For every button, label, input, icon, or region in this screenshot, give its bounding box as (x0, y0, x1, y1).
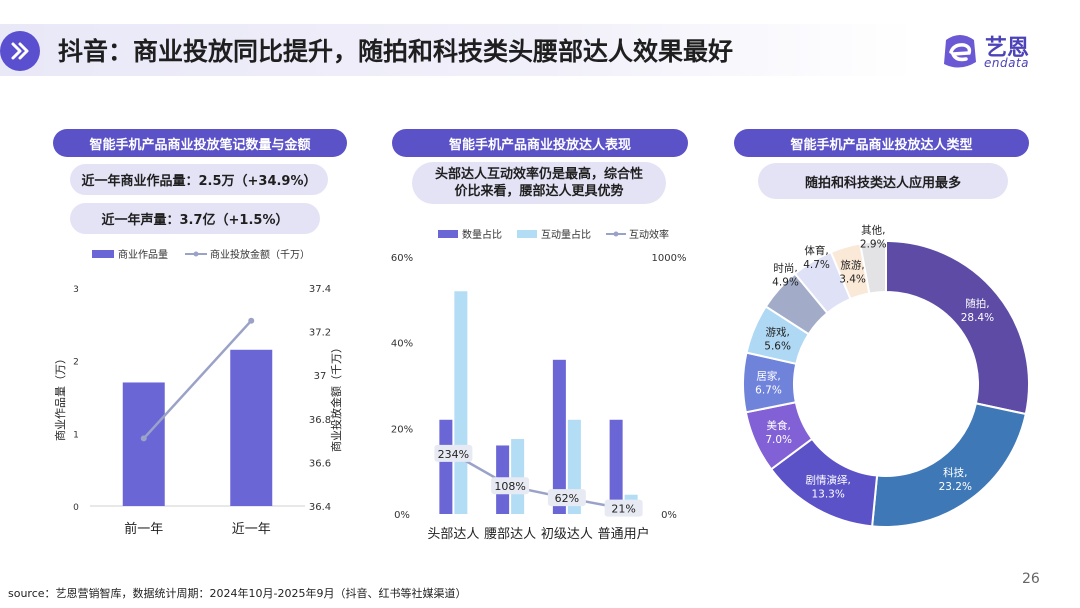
slice-label: 旅游, (840, 258, 864, 271)
legend-line-marker (193, 251, 199, 257)
spend-point-1 (248, 317, 255, 324)
y-tick-label: 0% (394, 510, 410, 521)
panel2-note-line1: 头部达人互动效率仍是最高，综合性 (434, 167, 643, 182)
bar-0 (122, 382, 165, 506)
slice-label: 科技, (943, 466, 967, 479)
y-tick-label: 1 (73, 430, 79, 440)
slice-label: 随拍, (965, 297, 989, 310)
legend-bar-label: 商业作品量 (118, 248, 168, 261)
panel3-title: 智能手机产品商业投放达人类型 (734, 129, 1029, 157)
donut-slice-1 (871, 402, 1027, 528)
brand-logo: 艺恩 endata (940, 30, 1060, 74)
slice-value-label: 6.7% (755, 385, 782, 397)
bar-1 (230, 349, 273, 506)
panel2-title: 智能手机产品商业投放达人表现 (392, 129, 688, 157)
y2-axis-title: 商业投放金额（千万） (329, 342, 343, 452)
count-bar-0 (439, 419, 453, 514)
legend-efficiency-label: 互动效率 (629, 228, 669, 241)
panel2-note-line2: 价比来看，腰部达人更具优势 (454, 184, 624, 199)
interaction-bar-1 (511, 439, 525, 514)
count-bar-3 (609, 419, 623, 514)
efficiency-label-bg (547, 489, 586, 507)
y2-tick-label: 37.2 (309, 328, 331, 339)
y-axis-title: 商业作品量（万） (53, 353, 67, 441)
y2-tick-label: 36.6 (309, 458, 331, 469)
logo-subtext: endata (984, 56, 1030, 70)
donut-slice-9 (858, 239, 887, 295)
slice-value-label: 3.4% (839, 273, 866, 285)
page-title: 抖音：商业投放同比提升，随拍和科技类头腰部达人效果最好 (58, 37, 734, 66)
efficiency-label-bg (491, 477, 530, 495)
legend-line-label: 商业投放金额（千万） (210, 248, 310, 261)
slice-label: 游戏, (765, 326, 789, 339)
y2-tick-label: 37 (314, 371, 327, 382)
y2-tick-label: 36.8 (309, 415, 331, 426)
efficiency-data-label: 21% (611, 503, 635, 516)
y-tick-label: 0 (73, 503, 79, 513)
double-chevron-right-icon (0, 31, 40, 71)
page-number: 26 (1022, 571, 1040, 587)
legend-count-label: 数量占比 (462, 228, 502, 241)
efficiency-data-label: 62% (555, 492, 579, 505)
slice-label: 美食, (766, 419, 790, 432)
category-label: 初级达人 (541, 527, 593, 542)
y2-tick-label: 37.4 (309, 284, 331, 295)
y-tick-label: 3 (73, 285, 79, 295)
spend-line (142, 319, 253, 440)
panel3-note: 随拍和科技类达人应用最多 (758, 163, 1008, 199)
y2-tick-label: 0% (661, 510, 677, 521)
efficiency-line (452, 452, 624, 510)
logo-mark-icon (944, 35, 976, 68)
category-label: 头部达人 (427, 527, 479, 542)
spend-point-0 (140, 435, 147, 442)
y-tick-label: 60% (391, 253, 413, 264)
slice-label: 体育, (804, 244, 828, 257)
efficiency-data-label: 108% (494, 480, 525, 493)
slice-label: 居家, (756, 370, 780, 383)
category-label: 近一年 (232, 522, 271, 537)
y-tick-label: 2 (73, 358, 79, 368)
slice-label: 剧情演绎, (805, 473, 850, 486)
legend-efficiency-marker (613, 231, 619, 237)
slice-label: 时尚, (773, 262, 797, 275)
legend-bar-swatch (92, 250, 114, 258)
efficiency-data-label: 234% (438, 448, 469, 461)
efficiency-label-bg (434, 444, 473, 462)
footer-source: source：艺恩营销智库，数据统计周期：2024年10月-2025年9月（抖音… (8, 587, 467, 600)
category-label: 前一年 (124, 521, 163, 537)
slice-label: 其他, (861, 223, 885, 236)
works-and-spend-chart: 商业作品量 商业投放金额（千万）012336.436.636.83737.237.… (53, 248, 343, 537)
slice-value-label: 13.3% (811, 488, 844, 500)
donut-slice-0 (885, 239, 1030, 416)
panel1-stat-works: 近一年商业作品量：2.5万（+34.9%） (70, 164, 328, 195)
category-label: 腰部达人 (484, 527, 536, 542)
panel1-stat-volume: 近一年声量：3.7亿（+1.5%） (70, 203, 320, 234)
panel1-title: 智能手机产品商业投放笔记数量与金额 (53, 129, 347, 157)
header-bar (0, 24, 915, 76)
legend-interaction-swatch (517, 230, 537, 238)
category-label: 普通用户 (598, 526, 650, 542)
count-bar-2 (552, 359, 566, 514)
panel2-note: 头部达人互动效率仍是最高，综合性 价比来看，腰部达人更具优势 (412, 162, 666, 204)
slice-value-label: 5.6% (764, 341, 791, 353)
y-tick-label: 40% (391, 339, 413, 350)
y2-tick-label: 1000% (652, 253, 687, 264)
creator-performance-chart: 数量占比 互动量占比 互动效率 0% 20% 40% 60% 0% 1000% 头部达人 腰部达人初… (391, 228, 687, 542)
efficiency-label-bg (604, 499, 643, 517)
slice-value-label: 4.9% (772, 277, 799, 289)
legend-count-swatch (438, 230, 458, 238)
slice-value-label: 2.9% (860, 238, 887, 250)
creator-type-donut-chart: 随拍, 28.4% 科技, 23.2% 剧情演绎, 13.3% 美食, 7.0% 居家, 6.7%… (742, 223, 1030, 528)
legend-interaction-label: 互动量占比 (541, 228, 591, 241)
logo-text: 艺恩 (985, 36, 1030, 61)
slice-value-label: 23.2% (939, 481, 972, 493)
slice-value-label: 4.7% (803, 259, 830, 271)
slice-value-label: 7.0% (765, 434, 792, 446)
y-tick-label: 20% (391, 424, 413, 435)
interaction-bar-0 (454, 291, 468, 514)
slice-value-label: 28.4% (961, 312, 994, 324)
y2-tick-label: 36.4 (309, 502, 331, 513)
